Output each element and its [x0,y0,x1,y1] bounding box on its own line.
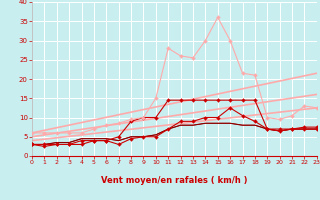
X-axis label: Vent moyen/en rafales ( km/h ): Vent moyen/en rafales ( km/h ) [101,176,248,185]
